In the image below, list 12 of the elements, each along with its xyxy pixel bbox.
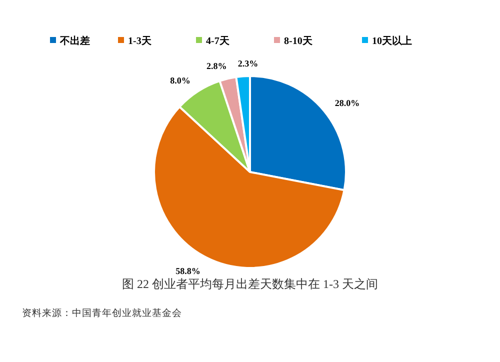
- legend-label: 不出差: [59, 35, 90, 47]
- legend-label: 4-7天: [206, 35, 230, 47]
- data-label: 58.8%: [176, 266, 200, 276]
- legend-label: 1-3天: [128, 35, 152, 47]
- data-label: 2.8%: [206, 60, 227, 71]
- data-label: 8.0%: [170, 76, 190, 86]
- text: 图 22 创业者平均每月出差天数集中在 1-3 天之间: [122, 277, 378, 291]
- legend-label: 8-10天: [284, 35, 314, 47]
- text: 资料来源：中国青年创业就业基金会: [22, 307, 182, 319]
- legend-label: 10天以上: [372, 35, 412, 47]
- data-label: 2.3%: [238, 58, 258, 68]
- data-label: 28.0%: [334, 98, 360, 108]
